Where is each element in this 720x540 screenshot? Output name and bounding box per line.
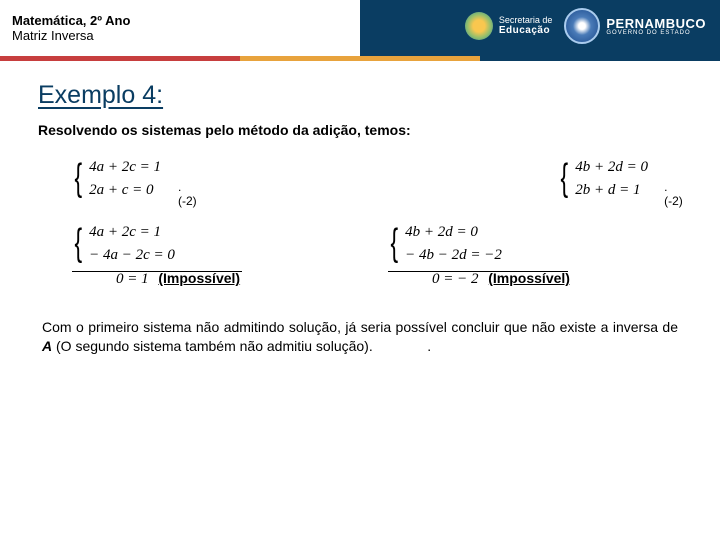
systems-row: { 4a + 2c = 1 2a + c = 0 .(-2) { 4b + 2d… [38, 156, 682, 201]
content-area: Exemplo 4: Resolvendo os sistemas pelo m… [0, 61, 720, 356]
state-main: PERNAMBUCO [606, 17, 706, 30]
calc2-label: (Impossível) [488, 270, 570, 286]
brace-icon: { [391, 228, 399, 258]
calc1-eq1: 4a + 2c = 1 [89, 224, 161, 240]
system-1-eqs: 4a + 2c = 1 2a + c = 0 [89, 156, 161, 201]
conclusion-text: Com o primeiro sistema não admitindo sol… [38, 318, 682, 356]
sys2-mult: .(-2) [664, 180, 683, 208]
secretaria-logo-icon [465, 12, 493, 40]
sys1-mult: .(-2) [178, 180, 197, 208]
secretaria-top: Secretaria de [499, 16, 553, 26]
conclusion-p1a: Com o primeiro sistema não admitindo sol… [42, 319, 678, 335]
conclusion-dot: . [427, 338, 431, 354]
state-text: PERNAMBUCO GOVERNO DO ESTADO [606, 17, 706, 36]
subject-line: Matemática, 2º Ano [12, 13, 130, 28]
header-left: Matemática, 2º Ano Matriz Inversa [0, 13, 130, 43]
system-1: { 4a + 2c = 1 2a + c = 0 .(-2) [72, 156, 161, 201]
calc-2-eqs: 4b + 2d = 0 − 4b − 2d = −2 [405, 221, 502, 266]
sys2-eq1: 4b + 2d = 0 [575, 159, 648, 175]
intro-text: Resolvendo os sistemas pelo método da ad… [38, 122, 682, 138]
color-stripe [0, 56, 720, 61]
calc2-eq2: − 4b − 2d = −2 [405, 247, 502, 263]
calc1-label: (Impossível) [158, 270, 240, 286]
conclusion-p1b: (O segundo sistema também não admitiu so… [52, 338, 373, 354]
secretaria-bot: Educação [499, 25, 553, 36]
stripe-segment [480, 56, 720, 61]
calc-divider [72, 271, 242, 272]
header-right: Secretaria de Educação PERNAMBUCO GOVERN… [465, 8, 706, 44]
conclusion-A: A [42, 338, 52, 354]
calc1-result: 0 = 1 [116, 271, 149, 287]
system-2: { 4b + 2d = 0 2b + d = 1 .(-2) [558, 156, 648, 201]
calc1-eq2: − 4a − 2c = 0 [89, 247, 175, 263]
calc-row: { 4a + 2c = 1 − 4a − 2c = 0 0 = 1 (Impos… [38, 221, 682, 288]
state-seal-icon [564, 8, 600, 44]
sys1-eq2: 2a + c = 0 [89, 182, 153, 198]
calc-2: { 4b + 2d = 0 − 4b − 2d = −2 0 = − 2 (Im… [388, 221, 648, 288]
stripe-segment [240, 56, 480, 61]
calc1-result-row: 0 = 1 (Impossível) [72, 270, 332, 288]
secretaria-block: Secretaria de Educação [465, 12, 553, 40]
topic-line: Matriz Inversa [12, 28, 130, 43]
calc-1: { 4a + 2c = 1 − 4a − 2c = 0 0 = 1 (Impos… [72, 221, 332, 288]
calc-1-eqs: 4a + 2c = 1 − 4a − 2c = 0 [89, 221, 175, 266]
state-block: PERNAMBUCO GOVERNO DO ESTADO [564, 8, 706, 44]
header-bar: Matemática, 2º Ano Matriz Inversa Secret… [0, 0, 720, 56]
system-2-eqs: 4b + 2d = 0 2b + d = 1 [575, 156, 648, 201]
brace-icon: { [75, 163, 83, 193]
calc2-eq1: 4b + 2d = 0 [405, 224, 478, 240]
calc2-result-row: 0 = − 2 (Impossível) [388, 270, 648, 288]
brace-icon: { [561, 163, 569, 193]
example-title: Exemplo 4: [38, 81, 682, 110]
calc2-result: 0 = − 2 [432, 271, 479, 287]
secretaria-text: Secretaria de Educação [499, 16, 553, 37]
calc-divider [388, 271, 568, 272]
stripe-segment [0, 56, 240, 61]
sys1-eq1: 4a + 2c = 1 [89, 159, 161, 175]
brace-icon: { [75, 228, 83, 258]
sys2-eq2: 2b + d = 1 [575, 182, 640, 198]
